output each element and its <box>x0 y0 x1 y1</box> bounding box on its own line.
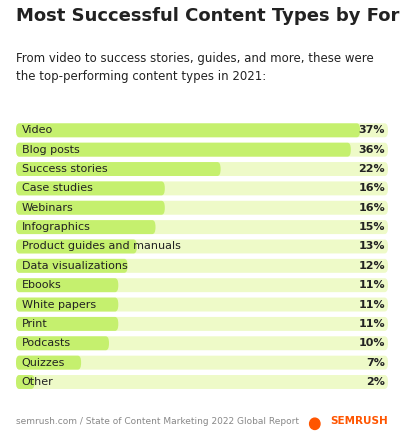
Text: From video to success stories, guides, and more, these were
the top-performing c: From video to success stories, guides, a… <box>16 52 374 83</box>
FancyBboxPatch shape <box>16 278 118 292</box>
FancyBboxPatch shape <box>16 162 388 176</box>
FancyBboxPatch shape <box>16 201 165 215</box>
FancyBboxPatch shape <box>16 143 388 157</box>
FancyBboxPatch shape <box>16 162 221 176</box>
FancyBboxPatch shape <box>16 336 109 350</box>
Text: 16%: 16% <box>358 184 385 194</box>
Text: 11%: 11% <box>358 319 385 329</box>
FancyBboxPatch shape <box>16 317 118 331</box>
Text: 11%: 11% <box>358 280 385 290</box>
Text: 13%: 13% <box>359 242 385 252</box>
Text: 12%: 12% <box>358 261 385 271</box>
Text: 15%: 15% <box>359 222 385 232</box>
Text: Infographics: Infographics <box>22 222 90 232</box>
Text: SEMRUSH: SEMRUSH <box>330 416 388 426</box>
Text: Success stories: Success stories <box>22 164 107 174</box>
Text: Product guides and manuals: Product guides and manuals <box>22 242 180 252</box>
FancyBboxPatch shape <box>16 181 388 195</box>
Text: Print: Print <box>22 319 47 329</box>
Text: 16%: 16% <box>358 203 385 213</box>
Text: Webinars: Webinars <box>22 203 73 213</box>
Circle shape <box>310 418 320 429</box>
FancyBboxPatch shape <box>16 143 351 157</box>
FancyBboxPatch shape <box>16 220 156 234</box>
FancyBboxPatch shape <box>16 298 118 311</box>
Text: 22%: 22% <box>358 164 385 174</box>
Text: Other: Other <box>22 377 53 387</box>
FancyBboxPatch shape <box>16 123 388 137</box>
Text: Quizzes: Quizzes <box>22 358 65 368</box>
FancyBboxPatch shape <box>16 181 165 195</box>
Text: 36%: 36% <box>358 145 385 155</box>
FancyBboxPatch shape <box>16 220 388 234</box>
FancyBboxPatch shape <box>16 336 388 350</box>
FancyBboxPatch shape <box>16 123 360 137</box>
Text: Blog posts: Blog posts <box>22 145 79 155</box>
FancyBboxPatch shape <box>16 317 388 331</box>
FancyBboxPatch shape <box>16 201 388 215</box>
Text: White papers: White papers <box>22 300 96 310</box>
Text: Podcasts: Podcasts <box>22 338 71 348</box>
Text: 7%: 7% <box>366 358 385 368</box>
Text: Video: Video <box>22 125 53 135</box>
FancyBboxPatch shape <box>16 239 137 253</box>
Text: semrush.com / State of Content Marketing 2022 Global Report: semrush.com / State of Content Marketing… <box>16 417 299 426</box>
FancyBboxPatch shape <box>16 278 388 292</box>
Text: 2%: 2% <box>366 377 385 387</box>
FancyBboxPatch shape <box>16 375 388 389</box>
Text: Data visualizations: Data visualizations <box>22 261 127 271</box>
Text: 11%: 11% <box>358 300 385 310</box>
FancyBboxPatch shape <box>16 259 388 273</box>
FancyBboxPatch shape <box>16 298 388 311</box>
Text: Most Successful Content Types by Format: Most Successful Content Types by Format <box>16 7 400 24</box>
Text: 37%: 37% <box>359 125 385 135</box>
FancyBboxPatch shape <box>16 239 388 253</box>
Text: Case studies: Case studies <box>22 184 92 194</box>
FancyBboxPatch shape <box>16 356 388 370</box>
FancyBboxPatch shape <box>16 356 81 370</box>
FancyBboxPatch shape <box>16 259 128 273</box>
Text: Ebooks: Ebooks <box>22 280 61 290</box>
FancyBboxPatch shape <box>16 375 35 389</box>
Text: 10%: 10% <box>359 338 385 348</box>
